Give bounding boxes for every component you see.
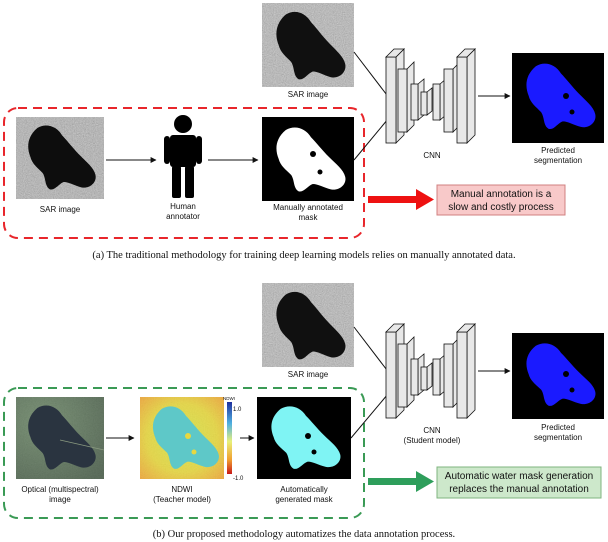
prediction-image-b [512, 333, 604, 419]
optical-label-line2: image [49, 495, 71, 504]
mask-label-b-line2: generated mask [275, 495, 333, 504]
caption-b: (b) Our proposed methodology automatizes… [153, 529, 455, 540]
panel-b-dashed-border [3, 387, 365, 519]
panel-b: SAR image Optical (multispectral) image … [3, 283, 604, 540]
mask-label-a-line1: Manually annotated [273, 203, 343, 212]
panel-a: SAR image SAR image Human annotator [3, 3, 604, 261]
panel-a-dashed-border [3, 107, 365, 239]
callout-a-line1: Manual annotation is a [451, 189, 552, 200]
sar-input-image-a [16, 117, 104, 199]
sar-top-label-a: SAR image [288, 90, 329, 99]
red-arrow [368, 189, 434, 210]
callout-a-line2: slow and costly process [448, 202, 554, 213]
prediction-label-a-line1: Predicted [541, 146, 575, 155]
annotator-label-line1: Human [170, 202, 196, 211]
green-arrow [368, 471, 434, 492]
ndwi-colorbar: NDWI 1.0 -1.0 [223, 396, 244, 482]
cnn-unet-b [385, 323, 476, 419]
callout-b-line1: Automatic water mask generation [445, 471, 593, 482]
mask-label-a-line2: mask [298, 213, 318, 222]
callout-b-line2: replaces the manual annotation [449, 484, 589, 495]
caption-a: (a) The traditional methodology for trai… [92, 250, 515, 261]
cnn-label-b-line1: CNN [423, 426, 441, 435]
annotator-label-line2: annotator [166, 212, 200, 221]
cnn-label-a: CNN [423, 151, 441, 160]
cnn-label-b-line2: (Student model) [404, 436, 461, 445]
sar-input-label-a: SAR image [40, 205, 81, 214]
prediction-label-a-line2: segmentation [534, 156, 582, 165]
prediction-image-a [512, 53, 604, 143]
prediction-label-b-line2: segmentation [534, 433, 582, 442]
human-annotator-icon [164, 115, 202, 198]
manual-mask-image [262, 117, 354, 201]
ndwi-image [140, 397, 224, 479]
ndwi-label-line2: (Teacher model) [153, 495, 211, 504]
prediction-label-b-line1: Predicted [541, 423, 575, 432]
auto-mask-image [257, 397, 351, 479]
optical-label-line1: Optical (multispectral) [21, 485, 99, 494]
ndwi-label-line1: NDWI [171, 485, 192, 494]
colorbar-min: -1.0 [233, 476, 244, 482]
colorbar-max: 1.0 [233, 407, 242, 413]
sar-top-image-b [262, 283, 354, 367]
manual-annotation-callout [436, 184, 566, 216]
mask-label-b-line1: Automatically [280, 485, 328, 494]
sar-top-image-a [262, 3, 354, 87]
sar-top-label-b: SAR image [288, 370, 329, 379]
automatic-annotation-callout [436, 466, 602, 499]
cnn-unet-a [385, 48, 476, 144]
colorbar-title: NDWI [223, 396, 235, 401]
optical-image [16, 397, 105, 479]
